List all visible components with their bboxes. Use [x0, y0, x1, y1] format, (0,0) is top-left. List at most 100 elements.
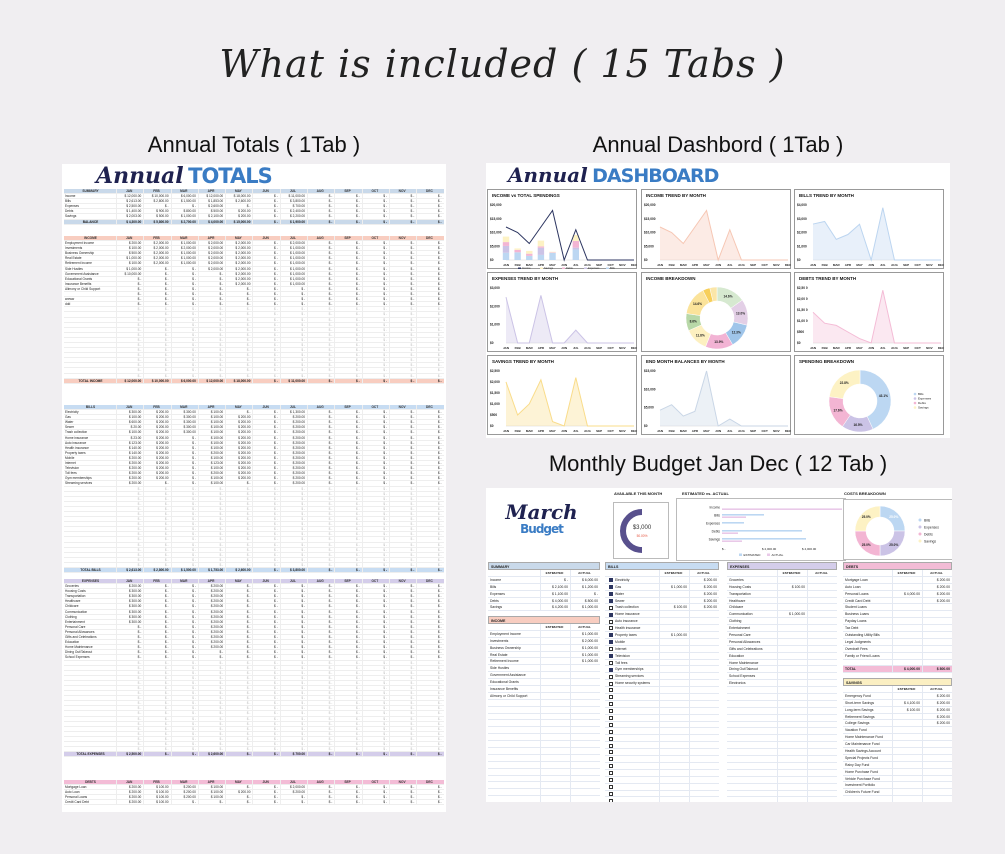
- empty-cell[interactable]: $ -: [334, 522, 361, 527]
- table-cell[interactable]: $ 1,000.00: [170, 251, 198, 256]
- table-cell[interactable]: $ 100.00: [197, 455, 225, 461]
- empty-cell[interactable]: $ -: [361, 307, 389, 312]
- actual-cell[interactable]: $ 200.00: [922, 597, 952, 604]
- table-cell[interactable]: $ 200.00: [143, 410, 170, 415]
- table-cell[interactable]: $ -: [116, 655, 143, 660]
- actual-cell[interactable]: $ 200.00: [922, 720, 952, 727]
- table-cell[interactable]: $ -: [252, 604, 279, 609]
- estimated-cell[interactable]: [777, 783, 807, 790]
- table-cell[interactable]: $ -: [225, 589, 252, 594]
- empty-cell[interactable]: $ -: [388, 317, 416, 322]
- empty-cell[interactable]: $ -: [416, 562, 443, 567]
- table-cell[interactable]: $ -: [416, 261, 443, 266]
- empty-cell[interactable]: $ -: [252, 342, 279, 348]
- table-cell[interactable]: $ 200.00: [197, 594, 225, 599]
- estimated-cell[interactable]: [892, 775, 922, 782]
- empty-cell[interactable]: $ -: [252, 736, 279, 741]
- estimated-cell[interactable]: [659, 776, 689, 783]
- empty-cell[interactable]: $ -: [116, 537, 143, 542]
- empty-cell[interactable]: $ -: [116, 680, 143, 685]
- table-cell[interactable]: $ -: [116, 624, 143, 629]
- empty-cell[interactable]: $ -: [197, 532, 225, 537]
- estimated-cell[interactable]: [777, 625, 807, 632]
- table-cell[interactable]: $ -: [416, 790, 443, 795]
- table-cell[interactable]: $ -: [416, 455, 443, 461]
- empty-cell[interactable]: $ -: [197, 353, 225, 358]
- empty-cell[interactable]: $ -: [170, 665, 198, 670]
- table-cell[interactable]: $ -: [334, 194, 361, 199]
- table-cell[interactable]: $ 200.00: [197, 609, 225, 614]
- table-cell[interactable]: $ 100.00: [197, 481, 225, 486]
- table-cell[interactable]: $ -: [307, 624, 334, 629]
- actual-cell[interactable]: [689, 749, 719, 756]
- empty-cell[interactable]: $ -: [416, 322, 443, 327]
- table-cell[interactable]: $ -: [307, 476, 334, 481]
- actual-cell[interactable]: $ 200.00: [922, 590, 952, 597]
- table-cell[interactable]: $ -: [416, 209, 443, 214]
- table-cell[interactable]: $ -: [334, 650, 361, 655]
- table-cell[interactable]: $ -: [225, 785, 252, 790]
- table-cell[interactable]: $ -: [279, 619, 307, 624]
- empty-cell[interactable]: $ -: [252, 332, 279, 337]
- table-cell[interactable]: $ 200.00: [116, 455, 143, 461]
- empty-cell[interactable]: $ -: [252, 317, 279, 322]
- actual-cell[interactable]: [689, 632, 719, 638]
- actual-cell[interactable]: [807, 618, 837, 625]
- actual-cell[interactable]: [689, 652, 719, 659]
- empty-cell[interactable]: $ -: [416, 527, 443, 532]
- empty-cell[interactable]: $ -: [416, 736, 443, 741]
- empty-cell[interactable]: $ -: [334, 312, 361, 317]
- table-cell[interactable]: $ -: [170, 629, 198, 635]
- empty-cell[interactable]: $ -: [116, 701, 143, 706]
- empty-cell[interactable]: $ -: [388, 685, 416, 691]
- table-cell[interactable]: $ -: [334, 599, 361, 604]
- actual-cell[interactable]: [570, 727, 600, 734]
- empty-cell[interactable]: $ -: [279, 747, 307, 752]
- table-cell[interactable]: $ 200.00: [197, 619, 225, 624]
- empty-cell[interactable]: $ -: [170, 547, 198, 552]
- actual-cell[interactable]: [689, 645, 719, 652]
- empty-cell[interactable]: $ -: [388, 537, 416, 542]
- empty-cell[interactable]: $ -: [388, 665, 416, 670]
- empty-cell[interactable]: $ -: [416, 680, 443, 685]
- paid-checkbox[interactable]: [609, 695, 613, 700]
- empty-cell[interactable]: $ -: [225, 322, 252, 327]
- table-cell[interactable]: $ -: [170, 297, 198, 302]
- empty-cell[interactable]: $ -: [197, 368, 225, 373]
- empty-cell[interactable]: $ -: [225, 736, 252, 741]
- table-cell[interactable]: $ -: [388, 599, 416, 604]
- table-cell[interactable]: $ -: [279, 302, 307, 307]
- table-cell[interactable]: $ 2,500.00: [116, 204, 143, 209]
- table-cell[interactable]: $ 200.00: [225, 430, 252, 435]
- estimated-cell[interactable]: [659, 735, 689, 742]
- actual-cell[interactable]: $ 200.00: [922, 583, 952, 590]
- empty-cell[interactable]: $ -: [225, 685, 252, 691]
- empty-cell[interactable]: $ -: [361, 332, 389, 337]
- empty-cell[interactable]: $ -: [197, 322, 225, 327]
- table-cell[interactable]: $ -: [143, 281, 170, 286]
- empty-cell[interactable]: $ -: [334, 685, 361, 691]
- table-cell[interactable]: $ -: [334, 276, 361, 281]
- table-cell[interactable]: $ -: [225, 286, 252, 292]
- empty-cell[interactable]: $ -: [197, 552, 225, 557]
- empty-cell[interactable]: $ -: [334, 552, 361, 557]
- empty-cell[interactable]: $ -: [307, 373, 334, 378]
- empty-cell[interactable]: $ -: [388, 691, 416, 696]
- empty-cell[interactable]: $ -: [279, 547, 307, 552]
- table-cell[interactable]: $ 200.00: [116, 584, 143, 589]
- table-cell[interactable]: $ -: [116, 650, 143, 655]
- empty-cell[interactable]: $ -: [279, 557, 307, 562]
- table-cell[interactable]: $ 300.00: [170, 430, 198, 435]
- empty-cell[interactable]: $ -: [388, 486, 416, 491]
- estimated-cell[interactable]: [892, 761, 922, 768]
- table-cell[interactable]: $ -: [252, 251, 279, 256]
- table-cell[interactable]: $ 200.00: [170, 795, 198, 800]
- empty-cell[interactable]: $ -: [116, 506, 143, 511]
- table-cell[interactable]: $ -: [307, 256, 334, 261]
- empty-cell[interactable]: $ -: [334, 665, 361, 670]
- empty-cell[interactable]: $ -: [307, 337, 334, 342]
- empty-cell[interactable]: $ -: [143, 726, 170, 731]
- empty-cell[interactable]: $ -: [361, 353, 389, 358]
- table-cell[interactable]: $ -: [279, 800, 307, 805]
- empty-cell[interactable]: $ -: [252, 337, 279, 342]
